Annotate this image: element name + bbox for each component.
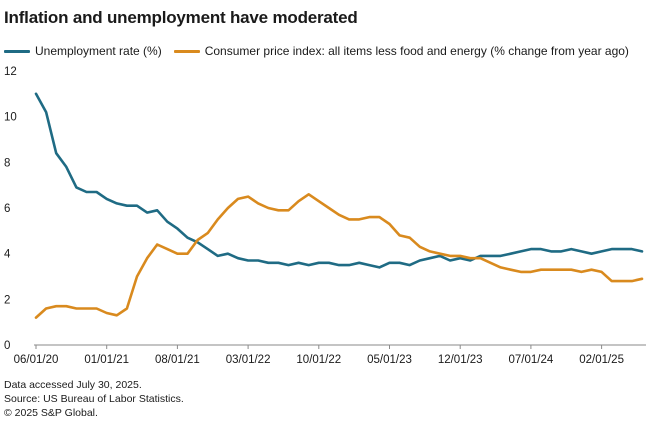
x-tick-label: 12/01/23: [438, 354, 483, 366]
x-axis: 06/01/20 01/01/21 08/01/21 03/01/22 10/01/22…: [14, 345, 624, 366]
footer-copyright: © 2025 S&P Global.: [4, 407, 98, 419]
x-tick-label: 03/01/22: [226, 354, 271, 366]
y-tick-label: 4: [4, 249, 11, 261]
footer-source: Source: US Bureau of Labor Statistics.: [4, 393, 184, 405]
legend-swatch-cpi: [173, 49, 200, 53]
line-chart: 0 2 4 6 8 10 12 06/01/20 01/01/21 08/01/21 03/01/…: [4, 66, 646, 366]
series-lines: [34, 92, 644, 319]
x-tick-label: 07/01/24: [509, 354, 554, 366]
y-tick-label: 2: [4, 294, 10, 306]
y-tick-label: 12: [4, 66, 17, 78]
chart-footer: Data accessed July 30, 2025. Source: US …: [4, 378, 184, 420]
legend-item-cpi: Consumer price index: all items less foo…: [173, 44, 629, 58]
legend-label-cpi: Consumer price index: all items less foo…: [204, 44, 629, 58]
chart-legend: Unemployment rate (%) Consumer price ind…: [4, 44, 641, 58]
footer-data-accessed: Data accessed July 30, 2025.: [4, 379, 142, 391]
y-tick-label: 10: [4, 112, 17, 124]
unemployment-line: [34, 92, 644, 269]
cpi-line: [34, 193, 644, 319]
x-tick-label: 06/01/20: [14, 354, 59, 366]
legend-label-unemployment: Unemployment rate (%): [35, 44, 162, 58]
y-tick-label: 0: [4, 340, 10, 352]
x-tick-label: 08/01/21: [155, 354, 200, 366]
x-tick-label: 10/01/22: [296, 354, 341, 366]
y-tick-label: 8: [4, 157, 10, 169]
y-axis: 0 2 4 6 8 10 12: [4, 66, 17, 352]
chart-title: Inflation and unemployment have moderate…: [4, 8, 358, 27]
x-tick-label: 02/01/25: [579, 354, 624, 366]
legend-swatch-unemployment: [4, 49, 30, 53]
y-tick-label: 6: [4, 203, 10, 215]
x-tick-label: 05/01/23: [367, 354, 412, 366]
x-tick-label: 01/01/21: [84, 354, 129, 366]
legend-item-unemployment: Unemployment rate (%): [4, 44, 162, 58]
